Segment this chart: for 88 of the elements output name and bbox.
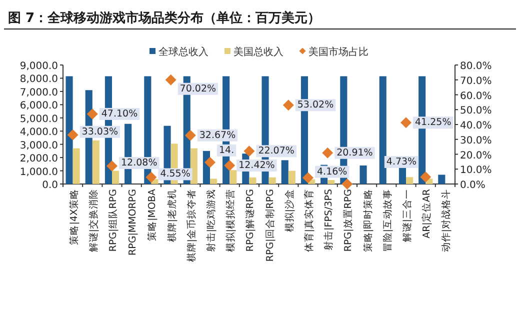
bar bbox=[288, 170, 296, 184]
y-tick-label: 2,000.0 bbox=[20, 154, 58, 165]
x-tick-label: RPG|组队RPG bbox=[107, 189, 119, 252]
bar bbox=[72, 148, 80, 184]
bar bbox=[438, 174, 446, 184]
y2-tick-label: 80.0% bbox=[460, 61, 492, 72]
point bbox=[86, 108, 98, 120]
y2-tick-label: 70.0% bbox=[460, 76, 492, 87]
bar bbox=[281, 160, 288, 184]
bar bbox=[398, 167, 406, 184]
x-tick-label: RPG|回合制RPG bbox=[264, 189, 276, 262]
x-tick-label: 射击|吃鸡游戏 bbox=[205, 189, 217, 252]
x-tick-label: 冒险|互动故事 bbox=[381, 189, 394, 252]
y-tick-label: 9,000.0 bbox=[20, 61, 58, 72]
legend-label: 全球总收入 bbox=[158, 46, 208, 58]
bar bbox=[92, 140, 100, 184]
data-label: 4.16% bbox=[317, 166, 348, 178]
legend-label: 美国市场占比 bbox=[308, 46, 368, 58]
legend-label: 美国总收入 bbox=[234, 46, 284, 58]
x-tick-label: 模拟|模拟经营 bbox=[224, 189, 237, 252]
x-tick-label: 射击|FPS/3PS bbox=[322, 189, 335, 250]
x-tick-label: RPG|MMORPG bbox=[128, 189, 139, 256]
point bbox=[146, 172, 157, 183]
bar bbox=[66, 76, 73, 184]
point bbox=[400, 117, 412, 128]
x-tick-label: 策略|即时策略 bbox=[362, 189, 374, 252]
point bbox=[204, 156, 216, 168]
y2-tick-label: 10.0% bbox=[460, 165, 492, 176]
data-label: 12.08% bbox=[121, 158, 158, 169]
data-label: 47.10% bbox=[101, 108, 138, 120]
data-label: 4.73% bbox=[386, 156, 417, 168]
point bbox=[420, 171, 432, 182]
y-tick-label: 3,000.0 bbox=[20, 140, 58, 152]
y2-tick-label: 20.0% bbox=[460, 150, 492, 162]
point bbox=[106, 160, 118, 172]
data-label: 14. bbox=[219, 144, 234, 156]
y2-tick-label: 40.0% bbox=[460, 120, 492, 132]
point bbox=[302, 172, 314, 184]
x-tick-label: RPG|解谜RPG bbox=[244, 189, 256, 252]
data-label: 70.02% bbox=[180, 83, 216, 94]
y-tick-label: 0.0 bbox=[42, 180, 58, 191]
bar bbox=[249, 177, 256, 184]
y2-tick-label: 0.0% bbox=[460, 180, 486, 191]
point bbox=[342, 178, 353, 190]
bar bbox=[379, 76, 386, 184]
x-tick-label: RPG|放置RPG bbox=[342, 189, 354, 252]
data-label: 20.91% bbox=[336, 147, 373, 158]
point bbox=[224, 160, 236, 172]
bar bbox=[406, 177, 414, 184]
x-tick-label: AR|定位AR bbox=[420, 188, 433, 238]
x-tick-label: 动作|对战格斗 bbox=[440, 189, 452, 252]
y-tick-label: 1,000.0 bbox=[20, 166, 58, 178]
x-tick-label: 解谜|交换消除 bbox=[87, 189, 100, 252]
point bbox=[184, 130, 196, 141]
y2-tick-label: 50.0% bbox=[460, 106, 492, 117]
bar bbox=[112, 170, 120, 184]
data-label: 12.42% bbox=[238, 160, 275, 172]
point bbox=[282, 100, 294, 111]
point bbox=[244, 146, 255, 157]
bar bbox=[230, 170, 237, 184]
bar bbox=[328, 180, 335, 184]
x-tick-label: 模拟|沙盒 bbox=[283, 189, 296, 232]
point bbox=[67, 129, 78, 140]
x-tick-label: 棋牌|老虎机 bbox=[166, 189, 178, 242]
point bbox=[322, 147, 334, 158]
y-tick-label: 7,000.0 bbox=[20, 87, 58, 98]
x-tick-label: 解谜|三合一 bbox=[401, 189, 413, 242]
y-tick-label: 6,000.0 bbox=[20, 100, 58, 112]
y-tick-label: 4,000.0 bbox=[20, 127, 58, 138]
data-label: 53.02% bbox=[297, 100, 334, 111]
x-tick-label: 策略|MOBA bbox=[146, 188, 158, 241]
y-tick-label: 8,000.0 bbox=[20, 74, 58, 86]
y2-tick-label: 30.0% bbox=[460, 135, 492, 146]
x-tick-label: 体育|真实体育 bbox=[303, 189, 315, 252]
point bbox=[165, 74, 176, 86]
y2-tick-label: 60.0% bbox=[460, 90, 492, 102]
data-label: 32.67% bbox=[199, 130, 236, 141]
data-label: 41.25% bbox=[415, 117, 452, 128]
chart-title: 图 7：全球移动游戏市场品类分布（单位：百万美元） bbox=[8, 10, 321, 26]
bar bbox=[268, 177, 276, 184]
y-tick-label: 5,000.0 bbox=[20, 114, 58, 125]
x-tick-label: 策略|4X策略 bbox=[68, 189, 80, 245]
x-tick-label: 棋牌|金币掠夺者 bbox=[185, 189, 198, 262]
data-label: 33.03% bbox=[82, 126, 118, 138]
bar bbox=[360, 165, 367, 184]
data-label: 4.55% bbox=[160, 168, 190, 180]
data-label: 22.07% bbox=[258, 146, 294, 157]
bar bbox=[210, 178, 218, 184]
